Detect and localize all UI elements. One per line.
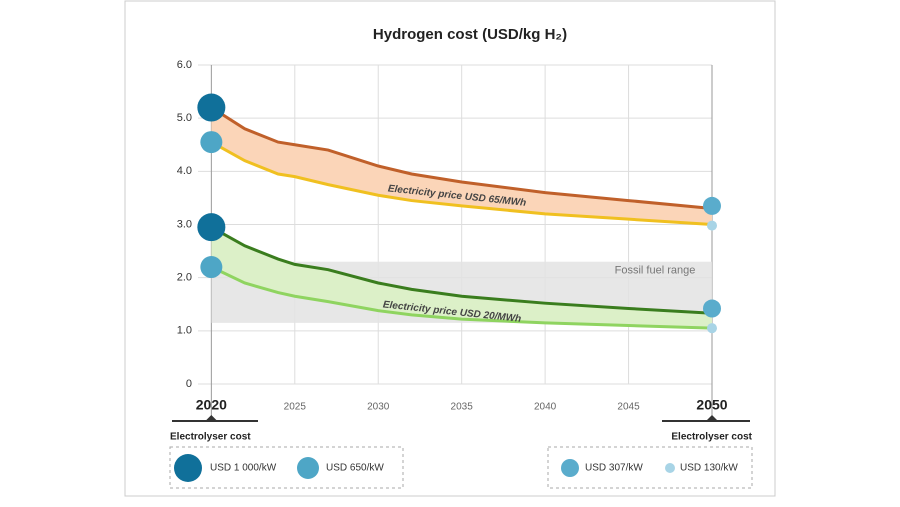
y-tick-label: 4.0 bbox=[177, 165, 192, 177]
x-tick-label: 2045 bbox=[617, 402, 640, 413]
line bbox=[210, 265, 713, 330]
line bbox=[210, 106, 713, 211]
x-tick-label: 2025 bbox=[284, 402, 307, 413]
electrolyser-marker bbox=[197, 93, 226, 122]
legend-title: Electrolyser cost bbox=[170, 432, 251, 443]
electrolyser-marker bbox=[197, 213, 226, 242]
band bbox=[211, 107, 712, 225]
year-pointer bbox=[706, 415, 718, 421]
y-tick-label: 0 bbox=[186, 378, 192, 390]
y-tick-label: 5.0 bbox=[177, 112, 192, 124]
line bbox=[210, 225, 713, 315]
electrolyser-marker bbox=[200, 131, 223, 154]
legend-label: USD 650/kW bbox=[326, 463, 384, 474]
x-tick-label: 2035 bbox=[451, 402, 474, 413]
legend-swatch bbox=[174, 454, 202, 482]
legend-swatch bbox=[561, 459, 579, 477]
x-tick-label: 2040 bbox=[534, 402, 557, 413]
legend-title: Electrolyser cost bbox=[671, 432, 752, 443]
electrolyser-marker bbox=[200, 256, 223, 279]
year-pointer bbox=[205, 415, 218, 421]
y-tick-label: 6.0 bbox=[177, 59, 192, 71]
legend-swatch bbox=[297, 457, 319, 479]
fossil-label: Fossil fuel range bbox=[615, 265, 696, 277]
legend-label: USD 307/kW bbox=[585, 463, 643, 474]
y-tick-label: 3.0 bbox=[177, 218, 192, 230]
electrolyser-marker bbox=[703, 196, 721, 215]
line bbox=[210, 140, 713, 226]
y-tick-label: 2.0 bbox=[177, 272, 192, 284]
chart-title: Hydrogen cost (USD/kg H₂) bbox=[373, 26, 567, 43]
legend-label: USD 130/kW bbox=[680, 463, 738, 474]
x-tick-label: 2030 bbox=[367, 402, 390, 413]
legend-box bbox=[169, 446, 404, 489]
y-tick-label: 1.0 bbox=[177, 325, 192, 337]
electrolyser-marker bbox=[707, 220, 717, 231]
legend-swatch bbox=[665, 463, 675, 473]
x-tick-label: 2020 bbox=[196, 397, 227, 413]
legend-box bbox=[547, 446, 753, 489]
electrolyser-marker bbox=[703, 299, 721, 318]
x-tick-label: 2050 bbox=[696, 397, 727, 413]
electrolyser-marker bbox=[707, 323, 717, 334]
legend-label: USD 1 000/kW bbox=[210, 463, 277, 474]
